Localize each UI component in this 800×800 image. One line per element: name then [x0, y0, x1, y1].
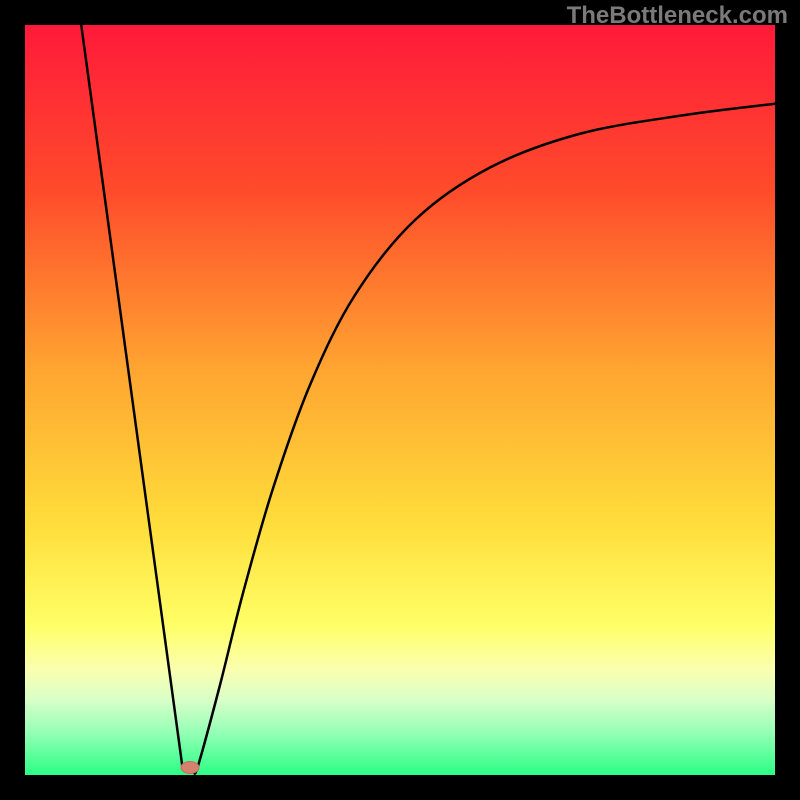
chart-frame: TheBottleneck.com — [0, 0, 800, 800]
plot-area — [25, 25, 775, 775]
watermark-text: TheBottleneck.com — [567, 2, 788, 30]
chart-svg — [25, 25, 775, 775]
plot-background — [25, 25, 775, 775]
minimum-marker — [181, 762, 199, 774]
